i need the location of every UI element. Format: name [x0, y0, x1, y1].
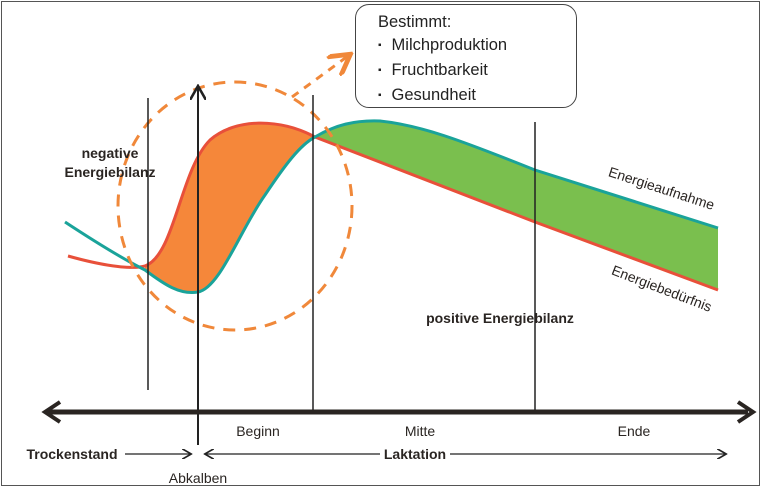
box-item: Gesundheit	[378, 84, 576, 109]
energy-intake-curve	[64, 119, 719, 295]
phase-ende: Ende	[618, 423, 651, 439]
negative-balance-label: negative Energiebilanz	[64, 145, 155, 180]
calving-label: Abkalben	[169, 470, 227, 486]
highlight-circle	[116, 80, 354, 332]
negative-balance-area	[145, 123, 315, 293]
determines-box: Bestimmt: Milchproduktion Fruchtbarkeit …	[355, 4, 577, 108]
axis-right-arrowhead	[736, 400, 757, 424]
positive-balance-label: positive Energiebilanz	[426, 310, 574, 326]
positive-balance-area	[315, 120, 718, 290]
box-item: Fruchtbarkeit	[378, 59, 576, 84]
energy-requirement-curve	[67, 121, 719, 292]
box-title: Bestimmt:	[378, 13, 452, 31]
lactation-label: Laktation	[384, 446, 446, 462]
dashed-arrow	[291, 56, 348, 99]
phase-beginn: Beginn	[236, 423, 280, 439]
dry-period-label: Trockenstand	[26, 446, 117, 462]
axis-left-arrowhead	[41, 400, 62, 424]
phase-mitte: Mitte	[405, 423, 436, 439]
box-item: Milchproduktion	[378, 34, 576, 59]
